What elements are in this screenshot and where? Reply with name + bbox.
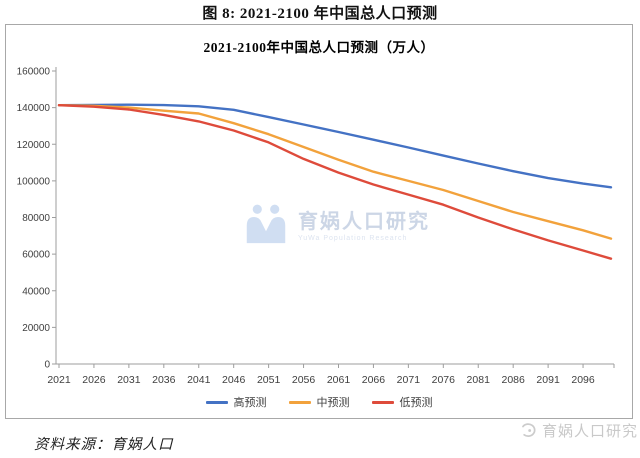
y-tick-label: 20000: [22, 323, 50, 334]
line-chart: 0 20000 40000 60000 80000 100000 120000 140000 1…: [17, 67, 615, 386]
y-tick-label: 60000: [22, 250, 50, 261]
x-tick-label: 2066: [362, 374, 386, 386]
brand-logo-icon: [522, 423, 536, 438]
legend-label-0: 高预测: [233, 397, 267, 409]
y-tick-label: 160000: [17, 67, 51, 78]
x-tick-label: 2096: [571, 374, 595, 386]
x-tick-label: 2051: [257, 374, 281, 386]
x-tick-label: 2056: [292, 374, 316, 386]
x-tick-label: 2041: [187, 374, 211, 386]
footer-brand: 育娲人口研究: [519, 420, 638, 441]
y-tick-label: 120000: [17, 140, 51, 151]
x-tick-label: 2081: [467, 374, 491, 386]
legend-item-1: 中预测: [288, 394, 350, 410]
footer-brand-label: 育娲人口研究: [541, 423, 638, 440]
x-tick-label: 2076: [432, 374, 456, 386]
series-line-2: [57, 103, 613, 260]
legend-swatch-1: [288, 400, 311, 404]
x-tick-label: 2091: [536, 374, 560, 386]
y-tick-label: 40000: [22, 286, 50, 297]
y-tick-label: 140000: [17, 103, 51, 114]
x-tick-label: 2026: [82, 374, 106, 386]
chart-title: 2021-2100年中国总人口预测（万人）: [203, 40, 435, 55]
legend-label-1: 中预测: [316, 397, 350, 409]
chart-legend: 高预测 中预测 低预测: [6, 394, 632, 410]
x-tick-label: 2086: [501, 374, 525, 386]
chart-container: 2021-2100年中国总人口预测（万人） 0 20000 40000 60000 80…: [5, 24, 633, 419]
legend-swatch-2: [371, 400, 394, 404]
x-tick-label: 2071: [397, 374, 421, 386]
x-tick-label: 2061: [327, 374, 351, 386]
source-note: 资料来源：育娲人口: [34, 437, 174, 453]
figure-caption: 图 8: 2021-2100 年中国总人口预测: [202, 6, 438, 22]
series-line-1: [57, 103, 613, 240]
x-tick-label: 2031: [117, 374, 141, 386]
x-tick-label: 2046: [222, 374, 246, 386]
legend-swatch-0: [205, 400, 228, 404]
y-tick-label: 100000: [17, 176, 51, 187]
legend-item-0: 高预测: [205, 394, 267, 410]
legend-label-2: 低预测: [399, 397, 433, 409]
y-tick-label: 0: [44, 360, 50, 371]
y-tick-label: 80000: [22, 213, 50, 224]
x-tick-label: 2036: [152, 374, 176, 386]
x-tick-label: 2021: [47, 374, 71, 386]
series-line-0: [57, 103, 613, 189]
legend-item-2: 低预测: [371, 394, 433, 410]
